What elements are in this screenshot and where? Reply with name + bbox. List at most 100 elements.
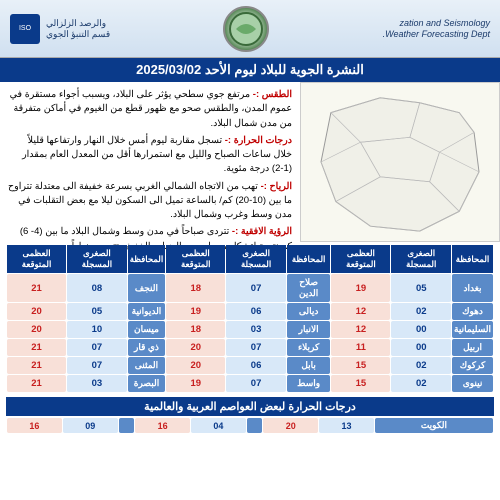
province-cell: اربيل [452,339,493,356]
max-temp-cell: 19 [331,274,390,302]
temp-para: درجات الحرارة :- تسجل مقاربة ليوم أمس خل… [8,134,292,177]
province-cell: النجف [128,274,166,302]
min-temp-cell: 07 [226,375,286,392]
min-temp-cell: 03 [226,321,286,338]
th-max-3: العظمى المتوقعة [7,245,66,273]
province-cell: صلاح الدين [287,274,331,302]
min-temp-cell: 07 [226,274,286,302]
table-row: دهوك0212ديالى0619الديوانية0520 [7,303,493,320]
province-cell: بابل [287,357,331,374]
max-temp-cell: 21 [7,357,66,374]
th-prov-3: المحافظة [128,245,166,273]
vis-label: الرؤية الافقية :- [232,226,292,237]
max-temp-cell: 15 [331,375,390,392]
wind-label: الرياح :- [261,181,292,192]
min-temp-cell: 00 [391,339,451,356]
org-english: zation and Seismology Weather Forecastin… [383,18,490,40]
iraq-map [300,82,500,242]
table-header-row: المحافظة الصغرى المسجلة العظمى المتوقعة … [7,245,493,273]
table-row: اربيل0011كربلاء0720ذي قار0721 [7,339,493,356]
header: zation and Seismology Weather Forecastin… [0,0,500,58]
max-temp-cell: 18 [166,321,225,338]
max-temp-cell: 12 [331,303,390,320]
min-temp-cell: 05 [67,303,127,320]
min-temp-cell: 02 [391,303,451,320]
world-max-cell: 20 [263,418,318,433]
max-temp-cell: 21 [7,274,66,302]
max-temp-cell: 20 [7,321,66,338]
min-temp-cell: 07 [226,339,286,356]
th-min-3: الصغرى المسجلة [67,245,127,273]
min-temp-cell: 05 [391,274,451,302]
min-temp-cell: 08 [67,274,127,302]
world-min-cell: 13 [319,418,374,433]
max-temp-cell: 21 [7,339,66,356]
world-min-cell: 04 [191,418,246,433]
province-cell: البصرة [128,375,166,392]
org-arabic: والرصد الزلزالي قسم التنبؤ الجوي [46,18,110,40]
max-temp-cell: 12 [331,321,390,338]
world-max-cell: 16 [7,418,62,433]
world-row: الكويت132004160916 [7,418,493,433]
province-cell: كركوك [452,357,493,374]
max-temp-cell: 20 [166,339,225,356]
world-min-cell: 09 [63,418,118,433]
max-temp-cell: 18 [166,274,225,302]
min-temp-cell: 07 [67,357,127,374]
province-cell: الديوانية [128,303,166,320]
province-cell: واسط [287,375,331,392]
max-temp-cell: 20 [166,357,225,374]
th-prov-1: المحافظة [452,245,493,273]
temperature-table-area: المحافظة الصغرى المسجلة العظمى المتوقعة … [0,242,500,395]
min-temp-cell: 02 [391,357,451,374]
th-max-1: العظمى المتوقعة [331,245,390,273]
province-cell: ديالى [287,303,331,320]
header-right-group: والرصد الزلزالي قسم التنبؤ الجوي ISO [10,14,110,44]
weather-body: مرتفع جوي سطحي يؤثر على البلاد، ويسبب أج… [10,89,292,129]
iso-badge: ISO [10,14,40,44]
world-table: الكويت132004160916 [6,417,494,434]
temp-label: درجات الحرارة :- [225,135,292,146]
province-cell: السليمانية [452,321,493,338]
province-cell: كربلاء [287,339,331,356]
province-cell: ذي قار [128,339,166,356]
weather-label: الطقس :- [253,89,292,100]
max-temp-cell: 20 [7,303,66,320]
table-row: بغداد0519صلاح الدين0718النجف0821 [7,274,493,302]
min-temp-cell: 06 [226,303,286,320]
max-temp-cell: 19 [166,375,225,392]
province-cell: بغداد [452,274,493,302]
min-temp-cell: 06 [226,357,286,374]
world-city-cell [247,418,263,433]
min-temp-cell: 02 [391,375,451,392]
world-city-cell [119,418,135,433]
temperature-table: المحافظة الصغرى المسجلة العظمى المتوقعة … [6,244,494,393]
province-cell: الانبار [287,321,331,338]
weather-bulletin: zation and Seismology Weather Forecastin… [0,0,500,500]
province-cell: دهوك [452,303,493,320]
table-row: نينوى0215واسط0719البصرة0321 [7,375,493,392]
min-temp-cell: 10 [67,321,127,338]
org-en-line2: Weather Forecasting Dept. [383,29,490,40]
wind-para: الرياح :- تهب من الاتجاه الشمالي الغربي … [8,180,292,223]
max-temp-cell: 15 [331,357,390,374]
wind-body: تهب من الاتجاه الشمالي الغربي بسرعة خفيف… [8,181,292,221]
world-section-title: درجات الحرارة لبعض العواصم العربية والعا… [6,397,494,416]
th-min-2: الصغرى المسجلة [226,245,286,273]
org-ar-line2: قسم التنبؤ الجوي [46,29,110,40]
org-en-line1: zation and Seismology [383,18,490,29]
th-max-2: العظمى المتوقعة [166,245,225,273]
logo-icon [223,6,269,52]
org-ar-line1: والرصد الزلزالي [46,18,110,29]
province-cell: نينوى [452,375,493,392]
max-temp-cell: 11 [331,339,390,356]
world-city-cell: الكويت [375,418,493,433]
table-row: كركوك0215بابل0620المثنى0721 [7,357,493,374]
province-cell: المثنى [128,357,166,374]
world-max-cell: 16 [135,418,190,433]
th-prov-2: المحافظة [287,245,331,273]
min-temp-cell: 03 [67,375,127,392]
th-min-1: الصغرى المسجلة [391,245,451,273]
content-row: الطقس :- مرتفع جوي سطحي يؤثر على البلاد،… [0,82,500,242]
max-temp-cell: 19 [166,303,225,320]
